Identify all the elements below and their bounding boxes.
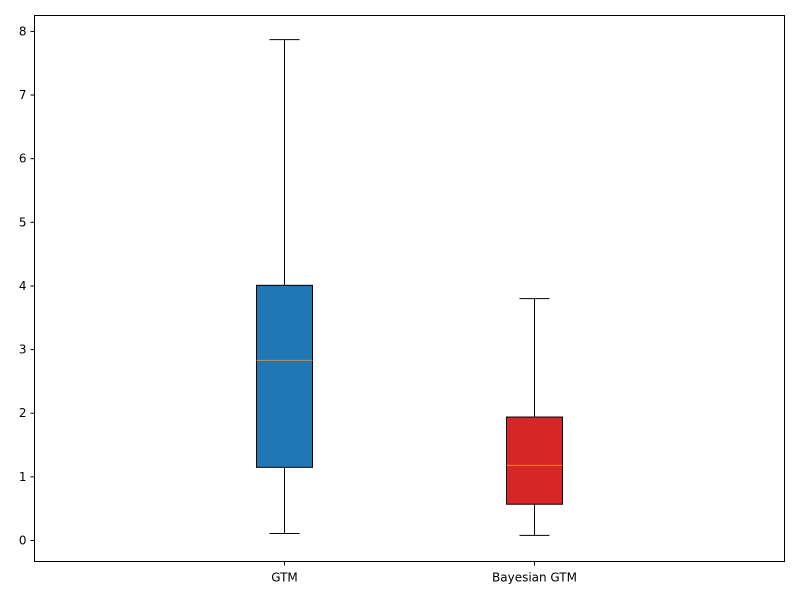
y-axis: 0 1 2 3 4 5 6 7 8 (19, 24, 35, 548)
y-tick-label: 1 (19, 470, 27, 484)
box-iqr (506, 416, 563, 505)
plot-frame (34, 15, 785, 562)
x-tick-label: GTM (271, 571, 298, 585)
y-tick-label: 8 (19, 24, 27, 38)
y-tick-label: 5 (19, 215, 27, 229)
box-bayesian-gtm (506, 298, 563, 536)
y-tick-label: 2 (19, 406, 27, 420)
y-tick-label: 7 (19, 88, 27, 102)
y-tick-label: 6 (19, 152, 27, 166)
x-axis: GTM Bayesian GTM (271, 561, 577, 585)
y-tick-label: 4 (19, 279, 27, 293)
box-gtm (256, 39, 313, 534)
boxes-layer (256, 39, 563, 536)
x-tick-label: Bayesian GTM (492, 571, 577, 585)
box-iqr (256, 284, 313, 468)
y-tick-label: 3 (19, 343, 27, 357)
y-tick-label: 0 (19, 534, 27, 548)
